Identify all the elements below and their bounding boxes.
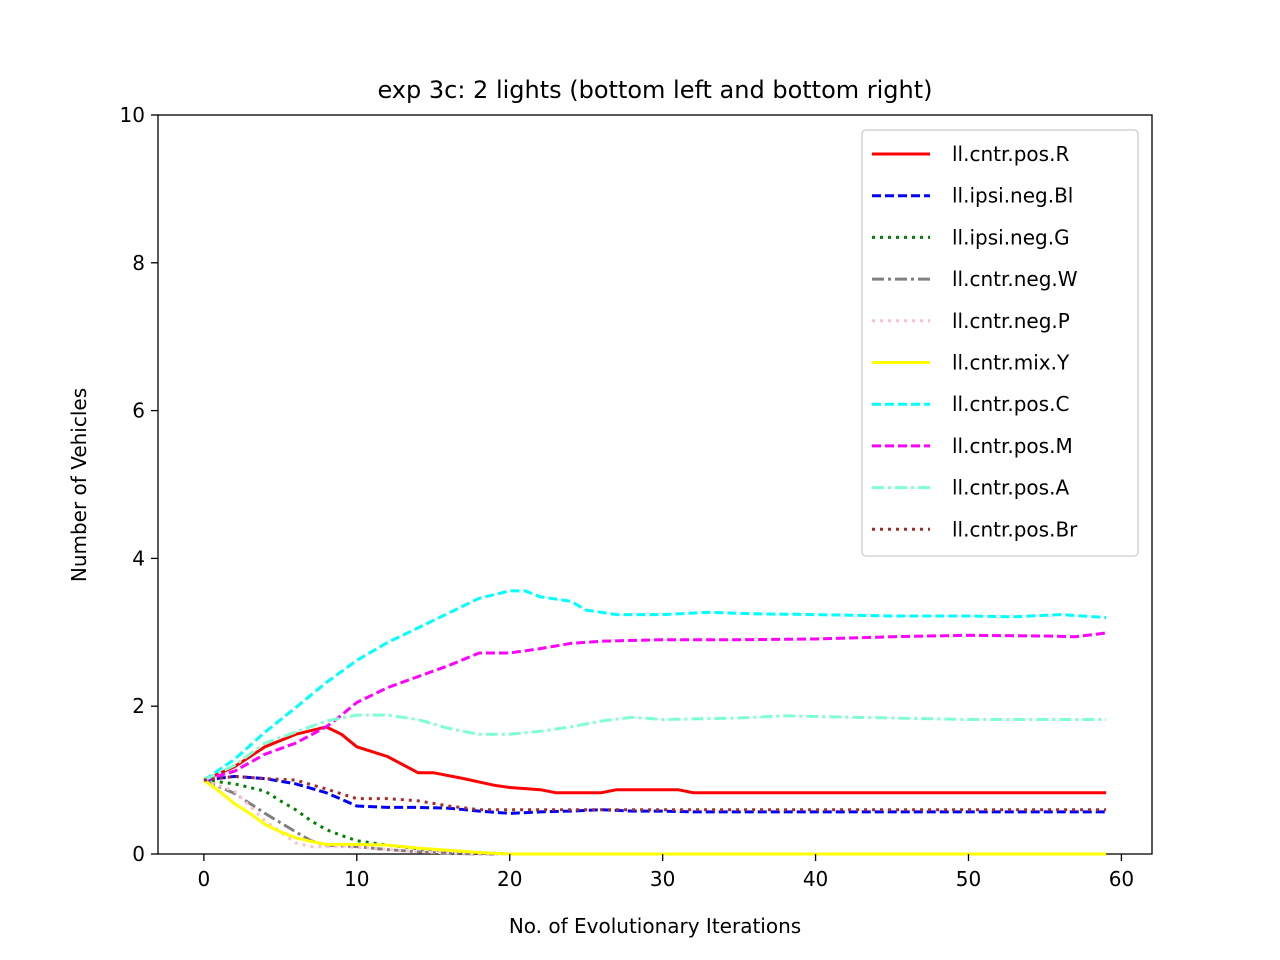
x-tick-label: 60: [1109, 867, 1134, 891]
y-axis-label: Number of Vehicles: [67, 388, 91, 582]
series-line-5: [203, 778, 1107, 856]
x-tick-label: 10: [344, 867, 369, 891]
legend-label: ll.ipsi.neg.Bl: [952, 184, 1073, 208]
series-line-9: [203, 774, 1107, 812]
x-axis-label: No. of Evolutionary Iterations: [509, 914, 801, 938]
legend: ll.cntr.pos.R ll.ipsi.neg.Bl ll.ipsi.neg.G…: [861, 129, 1139, 557]
legend-label: ll.ipsi.neg.G: [952, 225, 1070, 249]
x-tick-label: 20: [497, 867, 522, 891]
x-tick-label: 50: [956, 867, 981, 891]
y-tick-label: 8: [132, 251, 145, 275]
x-axis-ticks: 0 10 20 30 40 50 60: [198, 854, 1134, 891]
legend-box: [861, 129, 1139, 557]
series-line-7: [203, 631, 1107, 782]
legend-label: ll.cntr.neg.W: [952, 267, 1078, 291]
legend-items: ll.cntr.pos.R ll.ipsi.neg.Bl ll.ipsi.neg.G…: [872, 142, 1078, 541]
series-line-0: [203, 725, 1107, 795]
y-tick-label: 4: [132, 546, 145, 570]
x-tick-label: 30: [650, 867, 675, 891]
y-tick-label: 0: [132, 842, 145, 866]
legend-label: ll.cntr.pos.R: [952, 142, 1069, 166]
series-line-6: [203, 589, 1107, 782]
x-tick-label: 0: [198, 867, 211, 891]
y-axis-ticks: 0 2 4 6 8 10: [120, 103, 158, 866]
y-tick-label: 6: [132, 399, 145, 423]
legend-label: ll.cntr.pos.Br: [952, 517, 1078, 541]
y-tick-label: 10: [120, 103, 145, 127]
x-tick-label: 40: [803, 867, 828, 891]
legend-label: ll.cntr.neg.P: [952, 309, 1070, 333]
legend-label: ll.cntr.mix.Y: [952, 351, 1070, 375]
chart-title: exp 3c: 2 lights (bottom left and bottom…: [377, 76, 932, 104]
series-layer: [203, 589, 1107, 856]
legend-label: ll.cntr.pos.A: [952, 476, 1069, 500]
series-line-8: [203, 713, 1107, 782]
y-tick-label: 2: [132, 694, 145, 718]
legend-label: ll.cntr.pos.M: [952, 434, 1073, 458]
legend-label: ll.cntr.pos.C: [952, 392, 1069, 416]
series-line-1: [203, 774, 1107, 815]
plot-area: [157, 114, 1153, 856]
